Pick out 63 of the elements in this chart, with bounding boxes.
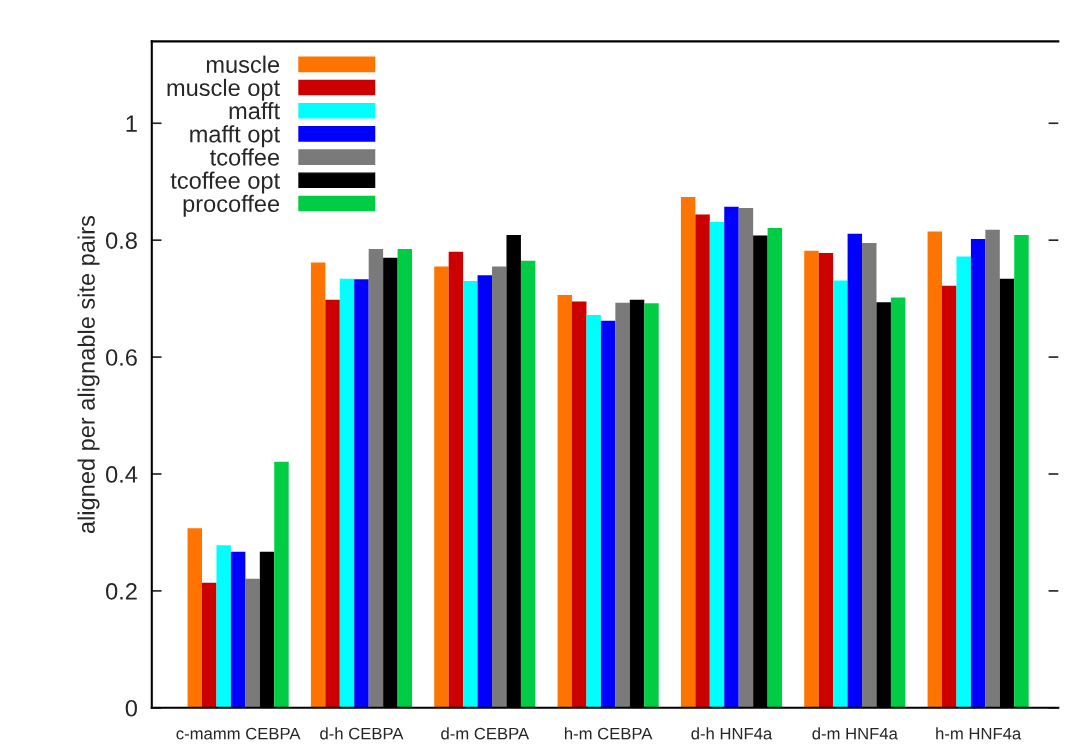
y-tick-label: 1: [126, 115, 137, 132]
bar: [709, 222, 725, 708]
bar: [492, 266, 507, 708]
y-axis-title: aligned per alignable site pairs: [77, 215, 100, 534]
bar: [818, 253, 834, 708]
bar: [600, 320, 616, 708]
bar: [970, 239, 986, 708]
bar: [804, 250, 819, 708]
bar: [767, 227, 783, 708]
bar: [557, 295, 573, 708]
x-tick-label: d-h CEBPA: [320, 727, 404, 740]
y-tick-label: 0.4: [106, 466, 138, 483]
legend-label: muscle: [206, 55, 280, 73]
bar: [230, 551, 246, 708]
bar: [862, 243, 877, 708]
bar: [1014, 234, 1029, 708]
bar: [520, 260, 536, 708]
x-tick-label: h-m CEBPA: [564, 727, 653, 740]
y-tick-label: 0: [125, 699, 137, 717]
bar: [325, 299, 340, 708]
bar: [310, 262, 326, 708]
bar: [890, 297, 906, 708]
legend-label: muscle opt: [167, 78, 280, 101]
bar: [448, 251, 464, 708]
bar: [833, 280, 848, 708]
bar: [695, 214, 710, 708]
y-tick-label: 0.8: [106, 232, 137, 249]
bar: [434, 266, 449, 708]
x-tick-label: c-mamm CEBPA: [176, 727, 301, 740]
legend-label: mafft opt: [190, 125, 280, 148]
bar: [354, 279, 369, 708]
x-tick-label: h-m HNF4a: [936, 727, 1022, 740]
bar: [985, 229, 1000, 708]
x-tick-label: d-m HNF4a: [812, 727, 898, 740]
bar: [397, 248, 413, 708]
bar: [477, 275, 493, 708]
bar: [368, 248, 384, 708]
x-tick-label: d-h HNF4a: [691, 727, 773, 740]
x-tick-label: d-m CEBPA: [441, 727, 530, 740]
bar: [956, 256, 971, 708]
bar: [274, 461, 289, 708]
bar: [942, 285, 957, 708]
bar: [245, 578, 260, 708]
bar: [724, 206, 739, 708]
bar: [463, 281, 478, 708]
bar: [680, 196, 696, 708]
y-tick-label: 0.2: [106, 582, 137, 600]
bar: [847, 233, 863, 708]
bar: [216, 545, 231, 708]
bar: [339, 278, 355, 708]
bar: [572, 301, 587, 708]
bar: [202, 582, 217, 708]
legend-label: mafft: [229, 101, 280, 120]
bar: [187, 528, 203, 708]
bar: [586, 314, 601, 708]
bar: [644, 303, 659, 708]
bar: [738, 208, 754, 708]
legend-label: tcoffee opt: [170, 171, 280, 194]
legend-label: tcoffee: [210, 148, 280, 166]
bar: [615, 302, 630, 708]
y-tick-label: 0.6: [106, 349, 137, 366]
bar: [927, 231, 943, 708]
legend-label: procoffee: [183, 194, 280, 217]
